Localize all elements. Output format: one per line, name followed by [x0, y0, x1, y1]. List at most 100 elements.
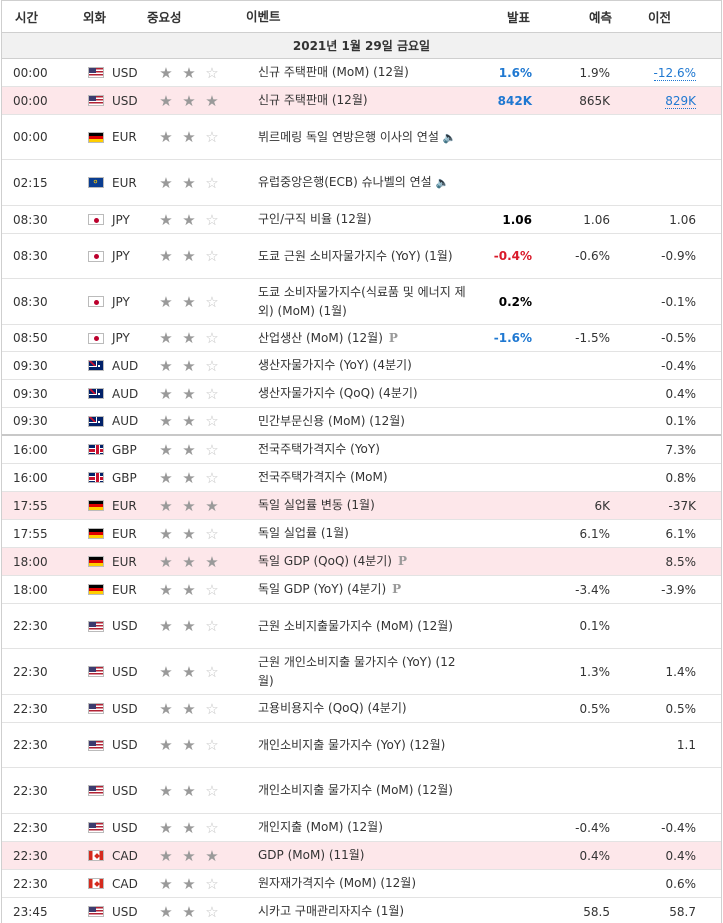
event-name-cell: 신규 주택판매 (12월) — [246, 91, 471, 110]
event-link[interactable]: 독일 실업률 변동 (1월) — [258, 498, 375, 512]
table-row[interactable]: 17:55 EUR ★ ★ ★ 독일 실업률 변동 (1월) 6K -37K — [2, 492, 721, 520]
us-flag-icon — [88, 666, 104, 677]
header-actual[interactable]: 발표 — [506, 10, 530, 25]
table-row[interactable]: 00:00 USD ★ ★ ★ 신규 주택판매 (12월) 842K 865K 829K — [2, 87, 721, 115]
table-row[interactable]: 22:30 USD ★ ★ ☆ 근원 개인소비지출 물가지수 (YoY) (12월) 1.3… — [2, 649, 721, 695]
table-row[interactable]: 22:30 CAD ★ ★ ☆ 원자재가격지수 (MoM) (12월) 0.6% — [2, 870, 721, 898]
previous-value-cell: 0.4% — [612, 849, 719, 863]
star-filled-icon: ★ — [182, 468, 196, 487]
event-link[interactable]: GDP (MoM) (11월) — [258, 848, 365, 862]
event-time: 22:30 — [13, 664, 48, 679]
event-link[interactable]: 도쿄 소비자물가지수(식료품 및 에너지 제외) (MoM) (1월) — [258, 284, 466, 318]
event-name-cell: 독일 실업률 변동 (1월) — [246, 496, 471, 515]
event-link[interactable]: 산업생산 (MoM) (12월) — [258, 330, 383, 345]
us-flag-icon — [88, 785, 104, 796]
header-importance[interactable]: 중요성 — [147, 10, 182, 25]
event-link[interactable]: 신규 주택판매 (12월) — [258, 93, 368, 107]
star-empty-icon: ☆ — [205, 128, 219, 146]
table-row[interactable]: 23:45 USD ★ ★ ☆ 시카고 구매관리자지수 (1월) 58.5 58.7 — [2, 898, 721, 923]
importance-stars: ★ ★ ☆ — [145, 582, 246, 598]
table-row[interactable]: 00:00 USD ★ ★ ☆ 신규 주택판매 (MoM) (12월) 1.6% 1.9% -1… — [2, 59, 721, 87]
previous-value-cell: 6.1% — [612, 527, 719, 541]
star-filled-icon: ★ — [205, 846, 219, 865]
event-link[interactable]: 고용비용지수 (QoQ) (4분기) — [258, 701, 407, 715]
event-link[interactable]: 전국주택가격지수 (MoM) — [258, 470, 388, 484]
previous-value: 0.8% — [665, 470, 697, 485]
event-link[interactable]: 민간부문신용 (MoM) (12월) — [258, 413, 405, 428]
event-link[interactable]: 유럽중앙은행(ECB) 슈나벨의 연설 — [258, 175, 432, 189]
event-link[interactable]: 독일 실업률 (1월) — [258, 526, 349, 540]
star-empty-icon: ☆ — [205, 580, 219, 599]
event-link[interactable]: 개인지출 (MoM) (12월) — [258, 820, 383, 834]
table-row[interactable]: 18:00 EUR ★ ★ ☆ 독일 GDP (YoY) (4분기) P -3.4% -3.9% — [2, 576, 721, 604]
event-name-cell: 생산자물가지수 (YoY) (4분기) — [246, 356, 471, 375]
table-row[interactable]: 22:30 USD ★ ★ ☆ 개인지출 (MoM) (12월) -0.4% -0.4% — [2, 814, 721, 842]
previous-value: 8.5% — [665, 554, 697, 569]
star-empty-icon: ☆ — [205, 292, 219, 311]
table-row[interactable]: 22:30 CAD ★ ★ ★ GDP (MoM) (11월) 0.4% 0.4% — [2, 842, 721, 870]
speaker-icon: 🔈 — [442, 130, 457, 144]
importance-stars: ★ ★ ★ — [145, 498, 246, 514]
previous-value[interactable]: 829K — [665, 93, 696, 109]
event-link[interactable]: 개인소비지출 물가지수 (MoM) (12월) — [258, 783, 453, 797]
table-row[interactable]: 09:30 AUD ★ ★ ☆ 생산자물가지수 (YoY) (4분기) -0.4% — [2, 352, 721, 380]
header-currency[interactable]: 외화 — [83, 10, 107, 25]
event-currency-cell: AUD — [75, 387, 145, 401]
event-link[interactable]: 생산자물가지수 (YoY) (4분기) — [258, 358, 412, 372]
table-row[interactable]: 00:00 EUR ★ ★ ☆ 뷔르메링 독일 연방은행 이사의 연설 🔈 — [2, 115, 721, 160]
table-row[interactable]: 08:30 JPY ★ ★ ☆ 도쿄 소비자물가지수(식료품 및 에너지 제외) (MoM… — [2, 279, 721, 325]
event-link[interactable]: 원자재가격지수 (MoM) (12월) — [258, 876, 416, 890]
table-row[interactable]: 22:30 USD ★ ★ ☆ 개인소비지출 물가지수 (MoM) (12월) — [2, 768, 721, 814]
event-currency-cell: EUR — [75, 583, 145, 597]
importance-stars: ★ ★ ☆ — [145, 248, 246, 264]
jp-flag-icon — [88, 296, 104, 307]
table-row[interactable]: 08:30 JPY ★ ★ ☆ 도쿄 근원 소비자물가지수 (YoY) (1월) -0.4%… — [2, 234, 721, 279]
table-row[interactable]: 22:30 USD ★ ★ ☆ 고용비용지수 (QoQ) (4분기) 0.5% 0.5% — [2, 695, 721, 723]
table-row[interactable]: 08:30 JPY ★ ★ ☆ 구인/구직 비율 (12월) 1.06 1.06 1.06 — [2, 206, 721, 234]
previous-value: -0.4% — [661, 820, 696, 835]
event-link[interactable]: 뷔르메링 독일 연방은행 이사의 연설 — [258, 129, 439, 144]
event-time: 08:30 — [13, 212, 48, 227]
previous-value: -3.9% — [661, 582, 696, 597]
table-row[interactable]: 09:30 AUD ★ ★ ☆ 생산자물가지수 (QoQ) (4분기) 0.4% — [2, 380, 721, 408]
event-link[interactable]: 근원 개인소비지출 물가지수 (YoY) (12월) — [258, 654, 456, 688]
importance-stars: ★ ★ ☆ — [145, 386, 246, 402]
us-flag-icon — [88, 620, 104, 632]
event-time: 00:00 — [13, 65, 48, 80]
previous-value[interactable]: -12.6% — [653, 65, 696, 81]
star-filled-icon: ★ — [182, 128, 196, 146]
event-currency: CAD — [112, 876, 138, 891]
jp-flag-icon — [88, 214, 104, 225]
event-link[interactable]: 전국주택가격지수 (YoY) — [258, 442, 380, 456]
event-link[interactable]: 근원 소비지출물가지수 (MoM) (12월) — [258, 618, 453, 633]
event-link[interactable]: 신규 주택판매 (MoM) (12월) — [258, 65, 409, 79]
event-link[interactable]: 개인소비지출 물가지수 (YoY) (12월) — [258, 737, 446, 752]
table-row[interactable]: 09:30 AUD ★ ★ ☆ 민간부문신용 (MoM) (12월) 0.1% — [2, 408, 721, 436]
event-link[interactable]: 생산자물가지수 (QoQ) (4분기) — [258, 386, 418, 400]
event-link[interactable]: 독일 GDP (YoY) (4분기) — [258, 582, 387, 596]
table-row[interactable]: 22:30 USD ★ ★ ☆ 개인소비지출 물가지수 (YoY) (12월) 1.1 — [2, 723, 721, 768]
header-event[interactable]: 이벤트 — [246, 9, 281, 24]
header-forecast[interactable]: 예측 — [588, 10, 612, 25]
star-filled-icon: ★ — [182, 818, 196, 837]
event-link[interactable]: 도쿄 근원 소비자물가지수 (YoY) (1월) — [258, 248, 453, 263]
previous-value-cell: 1.1 — [612, 738, 719, 752]
event-link[interactable]: 구인/구직 비율 (12월) — [258, 212, 372, 226]
table-row[interactable]: 17:55 EUR ★ ★ ☆ 독일 실업률 (1월) 6.1% 6.1% — [2, 520, 721, 548]
table-row[interactable]: 02:15 EUR ★ ★ ☆ 유럽중앙은행(ECB) 슈나벨의 연설🔈 — [2, 160, 721, 206]
star-filled-icon: ★ — [159, 580, 173, 599]
table-row[interactable]: 22:30 USD ★ ★ ☆ 근원 소비지출물가지수 (MoM) (12월) 0.1% — [2, 604, 721, 649]
header-previous[interactable]: 이전 — [647, 10, 671, 25]
star-empty-icon: ☆ — [205, 329, 219, 347]
table-row[interactable]: 16:00 GBP ★ ★ ☆ 전국주택가격지수 (YoY) 7.3% — [2, 436, 721, 464]
header-time[interactable]: 시간 — [15, 10, 39, 25]
table-row[interactable]: 08:50 JPY ★ ★ ☆ 산업생산 (MoM) (12월) P -1.6% -1.5% -0… — [2, 325, 721, 352]
previous-value-cell: 1.06 — [612, 213, 719, 227]
star-empty-icon: ☆ — [205, 412, 219, 430]
table-row[interactable]: 16:00 GBP ★ ★ ☆ 전국주택가격지수 (MoM) 0.8% — [2, 464, 721, 492]
event-time: 09:30 — [13, 358, 48, 373]
event-link[interactable]: 독일 GDP (QoQ) (4분기) — [258, 554, 392, 568]
table-row[interactable]: 18:00 EUR ★ ★ ★ 독일 GDP (QoQ) (4분기) P 8.5% — [2, 548, 721, 576]
star-filled-icon: ★ — [182, 496, 196, 515]
event-link[interactable]: 시카고 구매관리자지수 (1월) — [258, 904, 405, 918]
